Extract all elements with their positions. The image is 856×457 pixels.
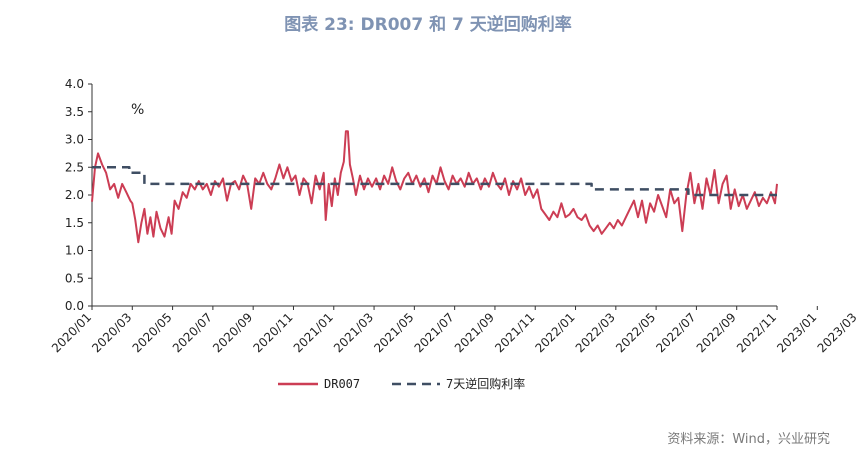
x-tick-label: 2020/01 (49, 310, 94, 355)
legend-label-dr007: DR007 (324, 377, 360, 391)
y-tick-label: 4.0 (65, 77, 84, 91)
x-tick-label: 2022/11 (734, 310, 779, 355)
x-tick-label: 2021/11 (492, 310, 537, 355)
legend-label-reverse-repo: 7天逆回购利率 (446, 376, 525, 391)
x-tick-label: 2021/07 (412, 310, 457, 355)
y-tick-label: 0.0 (65, 299, 84, 313)
x-tick-label: 2022/03 (573, 310, 618, 355)
series-dr007-line (91, 130, 778, 244)
x-tick-label: 2023/03 (815, 310, 856, 355)
y-tick-label: 0.5 (65, 271, 84, 285)
x-tick-label: 2021/03 (331, 310, 376, 355)
x-tick-label: 2022/09 (694, 310, 739, 355)
x-tick-label: 2020/11 (250, 310, 295, 355)
y-tick-label: 1.5 (65, 216, 84, 230)
series-reverse-repo-line (92, 166, 777, 197)
y-tick-label: 3.5 (65, 105, 84, 119)
x-tick-label: 2020/07 (170, 310, 215, 355)
x-tick-label: 2022/07 (653, 310, 698, 355)
y-tick-label: 2.5 (65, 160, 84, 174)
x-tick-label: 2022/01 (532, 310, 577, 355)
x-tick-label: 2021/09 (452, 310, 497, 355)
y-tick-label: 3.0 (65, 133, 84, 147)
y-tick-label: 2.0 (65, 188, 84, 202)
chart-title: 图表 23: DR007 和 7 天逆回购利率 (284, 15, 572, 35)
x-tick-label: 2022/05 (613, 310, 658, 355)
chart-series (91, 130, 778, 244)
y-tick-label: 1.0 (65, 244, 84, 258)
y-unit-label: % (131, 102, 144, 118)
chart-axes: 0.00.51.01.52.02.53.03.54.0%2020/012020/… (49, 77, 856, 355)
x-tick-label: 2020/03 (89, 310, 134, 355)
x-tick-label: 2020/05 (130, 310, 175, 355)
x-tick-label: 2023/01 (774, 310, 819, 355)
source-note: 资料来源：Wind，兴业研究 (667, 432, 830, 447)
x-tick-label: 2021/01 (291, 310, 336, 355)
x-tick-label: 2021/05 (371, 310, 416, 355)
chart-legend: DR007 7天逆回购利率 (278, 376, 525, 391)
x-tick-label: 2020/09 (210, 310, 255, 355)
